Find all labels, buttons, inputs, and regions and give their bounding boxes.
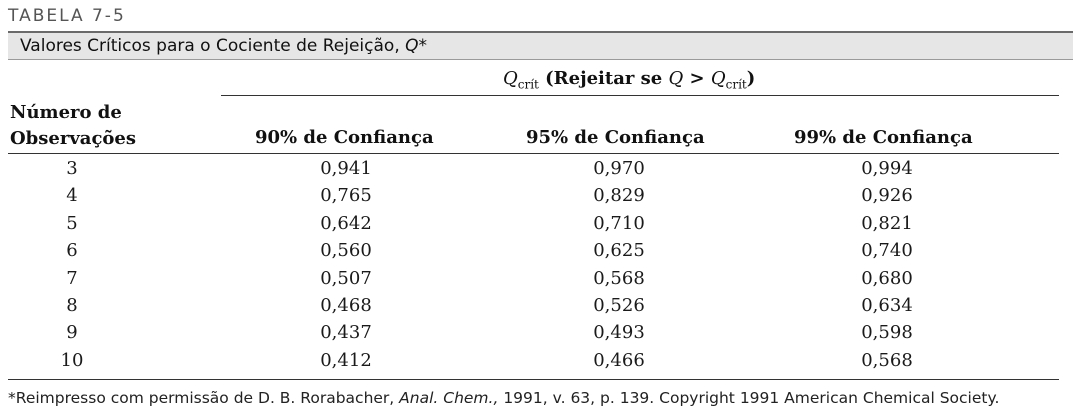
table-row: 5 0,642 0,710 0,821 — [0, 212, 1073, 239]
cell-90: 0,941 — [320, 158, 372, 179]
cell-90: 0,412 — [320, 349, 372, 371]
cell-99: 0,821 — [861, 212, 913, 234]
table-row: 7 0,507 0,568 0,680 — [0, 267, 1073, 294]
title-bar: Valores Críticos para o Cociente de Reje… — [8, 31, 1073, 60]
observations-header-line1: Número de — [10, 102, 122, 123]
cell-99: 0,634 — [861, 294, 913, 316]
footnote-journal: Anal. Chem., — [399, 389, 499, 407]
header-95-confidence: 95% de Confiança — [526, 127, 705, 148]
table-row: 6 0,560 0,625 0,740 — [0, 239, 1073, 266]
cell-95: 0,568 — [593, 267, 645, 289]
cell-95: 0,493 — [593, 322, 645, 344]
cell-90: 0,507 — [320, 267, 372, 289]
header-90-confidence: 90% de Confiança — [255, 127, 434, 148]
greater-than: > — [683, 68, 711, 89]
bottom-rule — [8, 379, 1059, 380]
cell-95: 0,970 — [593, 158, 645, 179]
cell-90: 0,560 — [320, 240, 372, 262]
cell-observations: 3 — [66, 158, 78, 179]
q-symbol: Q — [668, 68, 684, 89]
qcrit-subscript: crít — [517, 77, 539, 92]
cell-99: 0,926 — [861, 185, 913, 207]
cell-observations: 5 — [66, 212, 78, 234]
qcrit-subscript-2: crít — [725, 77, 747, 92]
cell-99: 0,740 — [861, 240, 913, 262]
footnote-before: *Reimpresso com permissão de D. B. Rorab… — [8, 389, 400, 407]
cell-90: 0,642 — [320, 212, 372, 234]
group-rule — [221, 95, 1059, 96]
cell-95: 0,829 — [593, 185, 645, 207]
cell-95: 0,466 — [593, 349, 645, 371]
table-row: 10 0,412 0,466 0,568 — [0, 349, 1073, 376]
cell-90: 0,437 — [320, 322, 372, 344]
table-title-q: Q — [405, 36, 419, 56]
cell-95: 0,625 — [593, 240, 645, 262]
cell-observations: 7 — [66, 267, 78, 289]
table-title: Valores Críticos para o Cociente de Reje… — [20, 36, 427, 56]
cell-90: 0,468 — [320, 294, 372, 316]
table-row: 9 0,437 0,493 0,598 — [0, 321, 1073, 348]
qcrit-symbol: Q — [503, 68, 518, 89]
cell-99: 0,568 — [861, 349, 913, 371]
cell-observations: 9 — [66, 322, 78, 344]
table-body: 3 0,941 0,970 0,994 4 0,765 0,829 0,926 … — [0, 157, 1073, 376]
cell-90: 0,765 — [320, 185, 372, 207]
qcrit-group-heading: Qcrít (Rejeitar se Q > Qcrít) — [503, 68, 755, 92]
footnote-after: 1991, v. 63, p. 139. Copyright 1991 Amer… — [498, 389, 1000, 407]
cell-95: 0,526 — [593, 294, 645, 316]
cell-observations: 6 — [66, 240, 78, 262]
cell-99: 0,994 — [861, 158, 913, 179]
observations-header-line2: Observações — [10, 128, 137, 149]
cell-observations: 10 — [60, 349, 84, 371]
table-title-star: * — [418, 36, 428, 56]
cell-observations: 4 — [66, 185, 78, 207]
header-rule — [8, 153, 1059, 154]
observations-header: Número de Observações — [10, 100, 136, 152]
cell-95: 0,710 — [593, 212, 645, 234]
table-row: 4 0,765 0,829 0,926 — [0, 184, 1073, 211]
cell-observations: 8 — [66, 294, 78, 316]
qcrit-symbol-2: Q — [710, 68, 726, 89]
header-99-confidence: 99% de Confiança — [794, 127, 973, 148]
table-title-text: Valores Críticos para o Cociente de Reje… — [20, 36, 406, 56]
table-row: 3 0,941 0,970 0,994 — [0, 157, 1073, 184]
table-label: TABELA 7-5 — [8, 6, 126, 26]
cell-99: 0,680 — [861, 267, 913, 289]
table-row: 8 0,468 0,526 0,634 — [0, 294, 1073, 321]
footnote: *Reimpresso com permissão de D. B. Rorab… — [8, 389, 999, 407]
qcrit-end: ) — [746, 68, 756, 89]
cell-99: 0,598 — [861, 322, 913, 344]
qcrit-middle-text: (Rejeitar se — [538, 68, 669, 89]
